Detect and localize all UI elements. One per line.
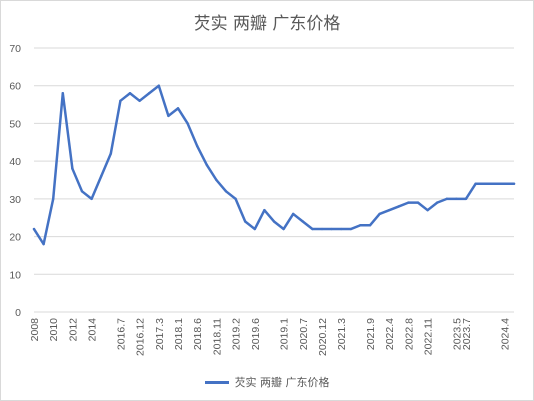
data-point [224, 190, 228, 193]
data-point [100, 175, 103, 178]
data-point [128, 92, 132, 95]
data-point [407, 201, 410, 204]
x-tick-label: 2008 [29, 318, 41, 342]
x-tick-label: 2019.2 [231, 318, 243, 350]
y-tick-label: 60 [9, 81, 21, 93]
x-tick-label: 2016.7 [115, 318, 127, 350]
data-point [397, 205, 400, 208]
x-tick-label: 2022.11 [423, 318, 435, 355]
data-point [263, 208, 266, 212]
data-point [119, 99, 122, 103]
data-point [234, 197, 237, 201]
x-tick-label: 2023.7 [461, 318, 473, 350]
x-tick-label: 2017.3 [154, 318, 166, 350]
legend-swatch [204, 380, 229, 384]
legend-label: 芡实 两瓣 广东价格 [234, 376, 330, 389]
data-point [512, 182, 516, 185]
x-tick-label: 2018.6 [192, 318, 204, 350]
data-point [80, 190, 84, 193]
y-tick-label: 20 [9, 232, 21, 244]
data-point [71, 167, 74, 170]
data-point [205, 163, 208, 167]
data-point [109, 152, 113, 155]
data-point [253, 227, 256, 231]
data-point [493, 182, 496, 185]
data-point [244, 220, 247, 223]
data-point [157, 84, 160, 87]
data-point [349, 227, 352, 231]
x-tick-label: 2022.8 [403, 318, 415, 350]
y-tick-label: 0 [15, 307, 21, 319]
data-point [359, 224, 362, 227]
data-point [301, 220, 304, 223]
y-tick-label: 30 [9, 194, 21, 206]
data-point [388, 208, 391, 212]
x-tick-label: 2023.5 [451, 318, 463, 350]
data-point [90, 197, 93, 201]
legend: 芡实 两瓣 广东价格 [1, 374, 533, 390]
x-tick-label: 2024.4 [499, 318, 511, 350]
y-tick-label: 70 [9, 43, 21, 55]
data-point [436, 201, 439, 204]
data-point [320, 227, 324, 231]
data-point [340, 227, 343, 231]
data-point [426, 208, 429, 212]
x-tick-label: 2022.4 [384, 318, 396, 350]
data-point [167, 114, 170, 118]
x-tick-label: 2018.1 [173, 318, 185, 350]
data-point [368, 224, 372, 227]
x-tick-label: 2010 [48, 318, 60, 342]
data-point [282, 227, 285, 231]
data-point [52, 197, 55, 201]
data-point [474, 182, 477, 185]
data-point [311, 227, 314, 231]
y-tick-label: 40 [9, 156, 21, 168]
data-point [484, 182, 487, 185]
data-point [32, 227, 36, 231]
data-point [464, 197, 468, 201]
x-tick-label: 2018.11 [211, 318, 223, 355]
x-tick-label: 2014 [87, 318, 99, 342]
data-point [176, 107, 180, 110]
x-tick-label: 2019.1 [279, 318, 291, 350]
data-point [292, 212, 295, 216]
data-point [148, 92, 151, 95]
data-point [455, 197, 458, 201]
data-point [445, 197, 448, 201]
x-tick-label: 2020.7 [298, 318, 310, 350]
x-tick-label: 2012 [67, 318, 79, 342]
x-tick-label: 2020.12 [317, 318, 329, 356]
data-point [196, 144, 199, 148]
y-tick-label: 50 [9, 118, 21, 130]
data-point [138, 99, 141, 103]
data-point [61, 92, 64, 95]
data-point [42, 242, 45, 246]
y-tick-label: 10 [9, 269, 21, 281]
x-tick-label: 2021.9 [365, 318, 377, 350]
data-point [330, 227, 333, 231]
data-point [416, 201, 420, 204]
x-tick-label: 2021.3 [336, 318, 348, 350]
data-point [215, 178, 218, 182]
data-point [503, 182, 506, 185]
x-tick-label: 2016.12 [135, 318, 147, 356]
chart-title: 芡实 两瓣 广东价格 [193, 14, 341, 34]
data-point [272, 220, 276, 223]
data-point [186, 122, 189, 125]
data-point [378, 212, 381, 216]
x-tick-label: 2019.6 [250, 318, 262, 350]
